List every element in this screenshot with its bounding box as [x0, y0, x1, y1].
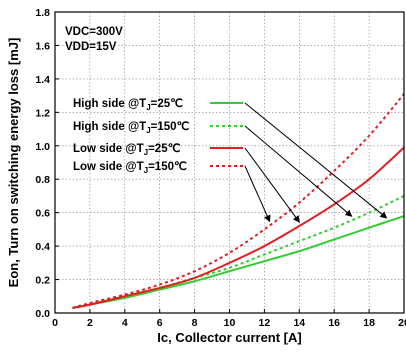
legend-label-main: High side @T: [73, 121, 146, 133]
legend-label-subscript: J: [146, 126, 150, 135]
legend-label-tail: =150℃: [151, 120, 190, 133]
annotation-arrows: [244, 102, 388, 223]
grid-lines: [55, 12, 404, 313]
x-tick-label: 8: [192, 317, 198, 329]
condition-vdd: VDD=15V: [65, 41, 117, 53]
legend-label-0: High side @TJ=25℃: [73, 97, 183, 112]
x-tick-label: 14: [293, 317, 305, 329]
y-tick-label: 0.2: [35, 275, 50, 287]
annotation-arrow-0: [244, 102, 388, 219]
y-tick-label: 1.6: [35, 40, 50, 52]
x-tick-label: 2: [87, 317, 93, 329]
x-tick-label: 20: [398, 317, 406, 329]
legend-label-main: High side @T: [73, 98, 146, 110]
x-tick-label: 4: [122, 317, 128, 329]
series-line-2: [72, 146, 405, 309]
y-axis-title: Eon, Turn on switching energy loss [mJ]: [6, 38, 21, 288]
y-tick-label: 1.0: [35, 141, 50, 153]
legend-label-1: High side @TJ=150℃: [73, 120, 190, 135]
y-tick-label: 0.8: [35, 174, 50, 186]
legend-label-subscript: J: [144, 148, 148, 157]
legend-label-main: Low side @T: [73, 161, 144, 173]
annotation-arrow-2: [244, 147, 300, 223]
legend-label-subscript: J: [146, 103, 150, 112]
series-line-3: [72, 93, 405, 309]
x-tick-label: 18: [363, 317, 375, 329]
annotation-arrow-1: [244, 125, 353, 217]
x-tick-label: 10: [224, 317, 236, 329]
axes: [54, 11, 405, 314]
tick-labels: 0 2 4 6 8 10 12 14 16 18 20 0.0 0.2 0.4 0.6 0.8 1.0 1.2 1.…: [35, 7, 406, 329]
series-lines: [72, 93, 405, 309]
x-tick-label: 12: [259, 317, 271, 329]
annotation-arrow-3: [244, 165, 271, 223]
condition-vdc: VDC=300V: [65, 26, 123, 38]
y-tick-label: 0.6: [35, 208, 50, 220]
y-tick-label: 0.0: [35, 308, 50, 320]
y-tick-label: 1.8: [35, 7, 50, 19]
x-tick-label: 0: [52, 317, 58, 329]
y-tick-label: 1.2: [35, 107, 50, 119]
series-line-0: [72, 215, 405, 309]
legend-label-2: Low side @TJ=25℃: [73, 142, 181, 157]
legend-label-3: Low side @TJ=150℃: [73, 160, 187, 175]
chart-text: VDC=300V VDD=15V Ic, Collector current […: [6, 26, 302, 345]
legend-label-tail: =25℃: [151, 97, 184, 110]
x-tick-label: 16: [328, 317, 340, 329]
x-axis-title: Ic, Collector current [A]: [157, 330, 301, 345]
y-tick-label: 1.4: [35, 74, 50, 86]
legend-label-subscript: J: [144, 166, 148, 175]
legend-label-main: Low side @T: [73, 143, 144, 155]
legend-label-tail: =150℃: [148, 160, 187, 173]
x-tick-label: 6: [157, 317, 163, 329]
legend-label-tail: =25℃: [148, 142, 181, 155]
y-tick-label: 0.4: [35, 241, 50, 253]
